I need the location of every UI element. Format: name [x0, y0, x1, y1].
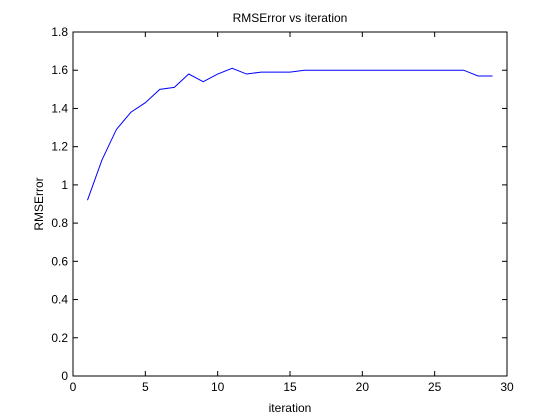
series-layer — [86, 67, 493, 201]
y-tick-label: 0 — [61, 369, 68, 383]
y-tick-label: 0.8 — [51, 216, 68, 230]
x-axis-ticks: 0 5 10 15 20 25 30 — [70, 32, 514, 394]
x-tick-label: 30 — [500, 380, 514, 394]
x-tick-label: 20 — [356, 380, 370, 394]
x-tick-label: 15 — [283, 380, 297, 394]
y-tick-label: 1 — [61, 178, 68, 192]
y-axis-label: RMSError — [32, 177, 46, 230]
x-axis-label: iteration — [269, 401, 312, 415]
chart-title: RMSError vs iteration — [233, 11, 348, 25]
y-tick-label: 0.4 — [51, 293, 68, 307]
y-axis-ticks: 0 0.2 0.4 0.6 0.8 1 1.2 1.4 1.6 1.8 — [51, 25, 507, 383]
series-line-rmserror — [86, 67, 493, 201]
y-tick-label: 1.4 — [51, 101, 68, 115]
x-tick-label: 0 — [70, 380, 77, 394]
y-tick-label: 1.8 — [51, 25, 68, 39]
y-tick-label: 1.2 — [51, 140, 68, 154]
x-tick-label: 5 — [142, 380, 149, 394]
y-tick-label: 0.6 — [51, 254, 68, 268]
x-tick-label: 25 — [428, 380, 442, 394]
y-tick-label: 1.6 — [51, 63, 68, 77]
x-tick-label: 10 — [211, 380, 225, 394]
y-tick-label: 0.2 — [51, 331, 68, 345]
plot-area — [72, 31, 508, 377]
